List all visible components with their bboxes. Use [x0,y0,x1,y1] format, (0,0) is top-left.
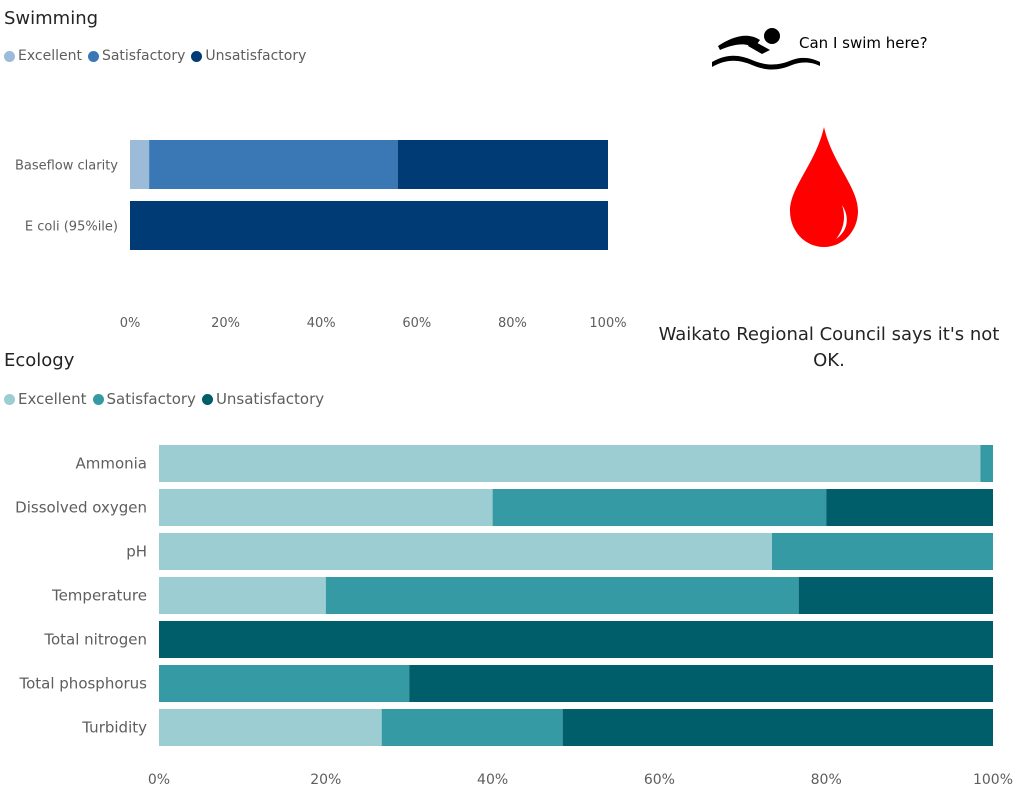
x-tick-label: 20% [211,316,240,331]
x-tick-label: 20% [310,772,341,788]
bar-segment-satisfactory[interactable] [492,489,827,526]
bar-segment-satisfactory[interactable] [980,445,993,482]
legend-item-satisfactory[interactable]: Satisfactory [92,390,196,408]
x-tick-label: 100% [589,316,626,331]
swimmer-icon [712,28,820,70]
bar-segment-unsatisfactory[interactable] [409,665,993,702]
bar-segment-unsatisfactory[interactable] [798,577,993,614]
ecology-title: Ecology [4,350,75,371]
category-label: Baseflow clarity [15,159,118,174]
swimming-title: Swimming [4,8,99,29]
category-label: Total nitrogen [43,631,147,649]
legend-label: Satisfactory [106,390,196,408]
bar-segment-unsatisfactory[interactable] [826,489,993,526]
x-tick-label: 40% [477,772,508,788]
legend-swatch [4,393,15,405]
legend-item-excellent[interactable]: Excellent [4,48,82,64]
category-label: Turbidity [81,719,147,737]
status-message: Waikato Regional Council says it's not O… [658,324,1000,371]
category-label: Ammonia [75,455,147,473]
legend-item-unsatisfactory[interactable]: Unsatisfactory [201,390,325,408]
legend-label: Excellent [18,390,87,408]
x-tick-label: 40% [307,316,336,331]
legend-swatch [4,50,15,62]
water-drop-icon [790,127,858,247]
x-tick-label: 60% [644,772,675,788]
legend-label: Unsatisfactory [205,48,307,64]
legend-item-unsatisfactory[interactable]: Unsatisfactory [191,48,306,64]
swimming-legend: Excellent Satisfactory Unsatisfactory [4,48,312,64]
category-label: Temperature [51,587,147,605]
bar-segment-excellent[interactable] [159,709,382,746]
ecology-legend: Excellent Satisfactory Unsatisfactory [4,390,330,408]
legend-item-excellent[interactable]: Excellent [4,390,87,408]
category-label: pH [126,543,147,561]
swimming-chart: Baseflow clarity E coli (95%ile) 0% 20% 40% 6… [15,140,627,331]
category-label: Total phosphorus [18,675,147,693]
bar-segment-satisfactory[interactable] [381,709,563,746]
category-label: Dissolved oxygen [15,499,147,517]
legend-label: Unsatisfactory [215,390,325,408]
bar-segment-unsatisfactory[interactable] [397,140,608,189]
legend-swatch [92,393,104,405]
category-label: E coli (95%ile) [25,220,118,235]
legend-label: Satisfactory [101,48,186,64]
bar-segment-satisfactory[interactable] [771,533,993,570]
x-tick-label: 80% [811,772,842,788]
bar-segment-satisfactory[interactable] [325,577,799,614]
bar-segment-unsatisfactory[interactable] [562,709,993,746]
legend-swatch [191,50,203,62]
x-tick-label: 0% [120,316,141,331]
bar-segment-excellent[interactable] [159,445,981,482]
bar-segment-excellent[interactable] [130,140,150,189]
bar-segment-unsatisfactory[interactable] [159,621,993,658]
legend-swatch [87,50,99,62]
legend-swatch [201,393,213,405]
x-tick-label: 0% [148,772,170,788]
bar-segment-excellent[interactable] [159,577,326,614]
x-tick-label: 100% [973,772,1013,788]
bar-segment-excellent[interactable] [159,489,493,526]
swim-question: Can I swim here? [799,34,928,52]
bar-segment-satisfactory[interactable] [149,140,398,189]
legend-item-satisfactory[interactable]: Satisfactory [87,48,186,64]
bar-segment-excellent[interactable] [159,533,772,570]
x-tick-label: 60% [402,316,431,331]
legend-label: Excellent [18,48,82,64]
x-tick-label: 80% [498,316,527,331]
bar-segment-unsatisfactory[interactable] [130,201,608,250]
bar-segment-satisfactory[interactable] [159,665,410,702]
